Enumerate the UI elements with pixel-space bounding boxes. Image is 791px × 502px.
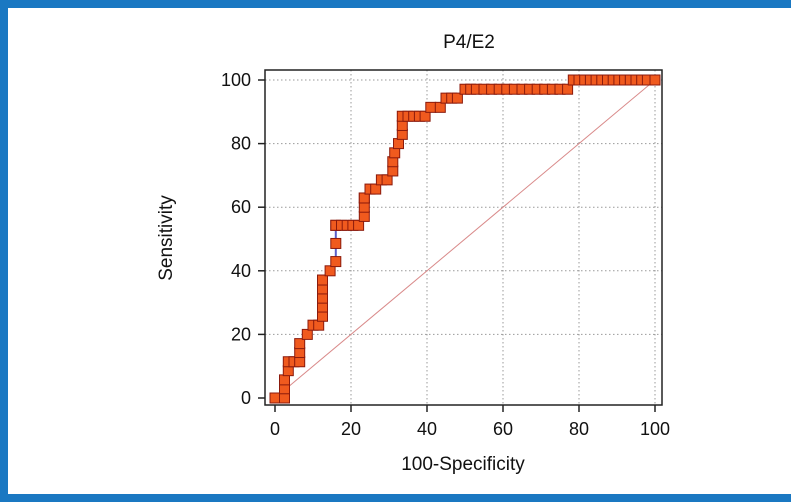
roc-point-marker bbox=[317, 310, 328, 322]
roc-point-marker bbox=[294, 356, 306, 368]
roc-point-marker bbox=[317, 274, 328, 286]
roc-point-marker bbox=[393, 138, 404, 150]
reference-diagonal-line bbox=[274, 79, 656, 399]
x-tick-label: 60 bbox=[493, 419, 513, 439]
grid-lines bbox=[265, 70, 662, 405]
y-axis-ticks: 0 20 40 60 80 100 bbox=[221, 70, 265, 408]
x-tick-label: 80 bbox=[569, 419, 589, 439]
roc-point-marker bbox=[451, 92, 463, 104]
y-tick-label: 20 bbox=[231, 324, 251, 344]
roc-point-marker bbox=[562, 83, 574, 95]
y-tick-label: 60 bbox=[231, 197, 251, 217]
roc-point-marker bbox=[358, 210, 370, 222]
roc-point-marker bbox=[279, 374, 290, 386]
roc-point-marker bbox=[425, 101, 437, 113]
y-tick-label: 40 bbox=[231, 261, 251, 281]
chart-title: P4/E2 bbox=[443, 32, 495, 53]
roc-point-marker bbox=[317, 292, 328, 304]
roc-curve-markers bbox=[269, 74, 661, 404]
roc-point-marker bbox=[370, 183, 382, 195]
y-tick-label: 0 bbox=[241, 388, 251, 408]
roc-point-marker bbox=[324, 265, 336, 277]
roc-point-marker bbox=[419, 110, 431, 122]
roc-point-marker bbox=[396, 119, 408, 131]
axes bbox=[264, 69, 663, 406]
roc-point-marker bbox=[358, 201, 370, 213]
roc-point-marker bbox=[434, 101, 446, 113]
x-tick-label: 0 bbox=[270, 419, 280, 439]
roc-point-marker bbox=[389, 147, 401, 159]
y-axis-label: Sensitivity bbox=[156, 195, 177, 281]
roc-point-marker bbox=[387, 165, 399, 177]
roc-point-marker bbox=[381, 174, 393, 186]
x-axis-label: 100-Specificity bbox=[401, 454, 525, 475]
roc-point-marker bbox=[301, 328, 313, 340]
x-tick-label: 40 bbox=[417, 419, 437, 439]
y-tick-label: 100 bbox=[221, 70, 251, 90]
x-tick-label: 100 bbox=[640, 419, 670, 439]
roc-point-marker bbox=[330, 256, 342, 268]
plot-border bbox=[264, 69, 663, 406]
roc-point-marker bbox=[649, 74, 661, 86]
x-axis-ticks: 0 20 40 60 80 100 bbox=[270, 405, 670, 439]
roc-point-marker bbox=[353, 219, 365, 231]
y-tick-label: 80 bbox=[231, 134, 251, 154]
roc-point-marker bbox=[269, 392, 281, 404]
roc-point-marker bbox=[358, 192, 370, 204]
roc-point-marker bbox=[294, 338, 306, 350]
roc-point-marker bbox=[330, 237, 342, 249]
roc-point-marker bbox=[279, 392, 290, 404]
x-tick-label: 20 bbox=[341, 419, 361, 439]
